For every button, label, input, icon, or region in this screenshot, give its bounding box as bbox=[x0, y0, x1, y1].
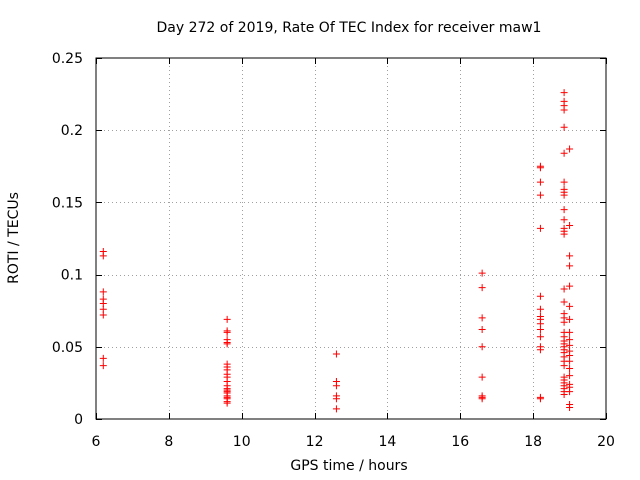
data-point bbox=[566, 145, 574, 153]
data-point bbox=[536, 224, 544, 232]
data-point bbox=[560, 298, 568, 306]
data-point bbox=[560, 191, 568, 199]
y-tick-label: 0.25 bbox=[52, 51, 83, 67]
data-point bbox=[478, 284, 486, 292]
data-point bbox=[566, 357, 574, 365]
data-point bbox=[478, 373, 486, 381]
x-tick-label: 8 bbox=[164, 434, 173, 450]
x-tick-label: 10 bbox=[233, 434, 251, 450]
data-point bbox=[223, 315, 231, 323]
data-point bbox=[478, 343, 486, 351]
data-point bbox=[566, 262, 574, 270]
x-tick-label: 6 bbox=[92, 434, 101, 450]
x-tick-label: 12 bbox=[306, 434, 324, 450]
data-point bbox=[566, 328, 574, 336]
data-point bbox=[536, 305, 544, 313]
y-tick-label: 0.2 bbox=[61, 123, 83, 139]
data-point bbox=[99, 252, 107, 260]
data-point bbox=[223, 399, 231, 407]
data-point bbox=[99, 354, 107, 362]
data-point bbox=[560, 106, 568, 114]
x-tick-label: 14 bbox=[379, 434, 397, 450]
y-axis-label: ROTI / TECUs bbox=[6, 192, 22, 284]
data-point bbox=[478, 314, 486, 322]
data-point bbox=[566, 302, 574, 310]
data-point bbox=[560, 123, 568, 131]
data-point bbox=[560, 318, 568, 326]
data-point bbox=[332, 405, 340, 413]
data-point bbox=[560, 178, 568, 186]
data-point bbox=[560, 89, 568, 97]
data-point bbox=[566, 403, 574, 411]
y-tick-label: 0.05 bbox=[52, 340, 83, 356]
data-point bbox=[478, 395, 486, 403]
grid bbox=[96, 58, 606, 419]
data-point bbox=[566, 364, 574, 372]
data-point bbox=[560, 230, 568, 238]
data-point bbox=[560, 206, 568, 214]
data-point bbox=[99, 311, 107, 319]
data-point bbox=[536, 325, 544, 333]
data-point bbox=[560, 390, 568, 398]
data-point bbox=[536, 395, 544, 403]
data-point bbox=[566, 282, 574, 290]
chart-title: Day 272 of 2019, Rate Of TEC Index for r… bbox=[157, 20, 542, 36]
data-point bbox=[560, 362, 568, 370]
data-point bbox=[566, 252, 574, 260]
data-point bbox=[99, 288, 107, 296]
data-point bbox=[536, 292, 544, 300]
data-point bbox=[332, 395, 340, 403]
ticks: 6 8 10 12 14 16 18 20 0 0.05 0.1 0.15 0.2 0.25 bbox=[52, 51, 615, 450]
x-tick-label: 20 bbox=[597, 434, 615, 450]
y-tick-label: 0 bbox=[74, 412, 83, 428]
x-tick-label: 16 bbox=[451, 434, 469, 450]
data-point bbox=[536, 178, 544, 186]
data-point bbox=[478, 325, 486, 333]
data-point bbox=[478, 269, 486, 277]
data-point bbox=[99, 362, 107, 370]
data-point bbox=[566, 372, 574, 380]
data-point bbox=[332, 350, 340, 358]
data-point bbox=[536, 333, 544, 341]
x-tick-label: 18 bbox=[524, 434, 542, 450]
y-tick-label: 0.15 bbox=[52, 195, 83, 211]
data-point bbox=[560, 149, 568, 157]
plot-frame bbox=[95, 57, 607, 420]
data-point bbox=[560, 285, 568, 293]
data-point bbox=[566, 222, 574, 230]
data-point bbox=[566, 315, 574, 323]
x-axis-label: GPS time / hours bbox=[290, 458, 407, 474]
data-point bbox=[560, 216, 568, 224]
data-point bbox=[223, 328, 231, 336]
data-point bbox=[536, 346, 544, 354]
data-point bbox=[536, 191, 544, 199]
data-points bbox=[99, 89, 574, 413]
y-tick-label: 0.1 bbox=[61, 268, 83, 284]
data-point bbox=[223, 340, 231, 348]
data-point bbox=[332, 382, 340, 390]
data-point bbox=[566, 388, 574, 396]
data-point bbox=[536, 164, 544, 172]
